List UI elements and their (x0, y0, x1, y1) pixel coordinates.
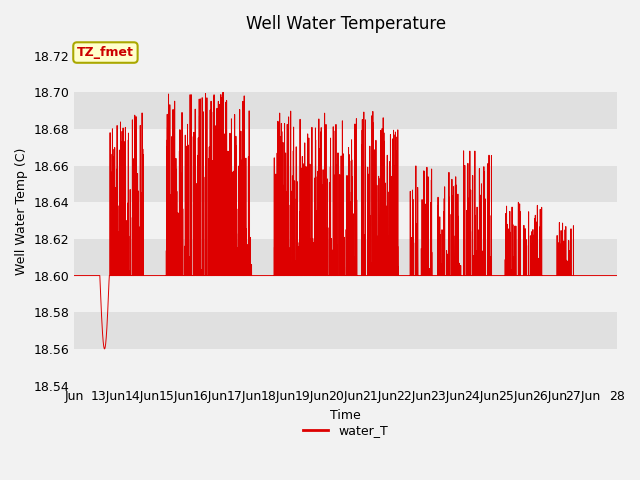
Bar (74, 92, 617, 129)
Title: Well Water Temperature: Well Water Temperature (246, 15, 445, 33)
Bar (74, 239, 617, 276)
Y-axis label: Well Water Temp (C): Well Water Temp (C) (15, 148, 28, 275)
X-axis label: Time: Time (330, 409, 361, 422)
Legend: water_T: water_T (298, 419, 393, 442)
Text: TZ_fmet: TZ_fmet (77, 46, 134, 59)
Bar (74, 166, 617, 202)
Bar (74, 312, 617, 349)
